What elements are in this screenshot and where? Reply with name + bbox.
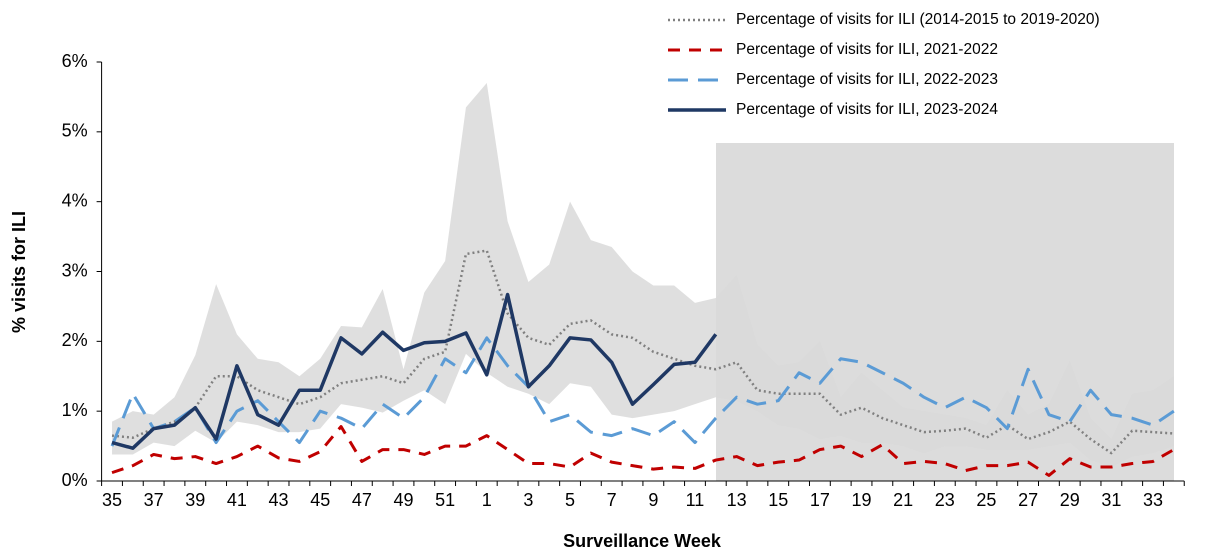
x-tick-label: 13 [727, 490, 747, 510]
x-tick-label: 41 [227, 490, 247, 510]
x-tick-label: 11 [686, 490, 705, 510]
x-axis-title: Surveillance Week [563, 531, 722, 551]
x-tick-label: 3 [523, 490, 533, 510]
x-tick-label: 31 [1101, 490, 1121, 510]
x-tick-label: 29 [1060, 490, 1080, 510]
y-tick-label: 6% [62, 51, 88, 71]
x-tick-label: 7 [607, 490, 617, 510]
legend-label: Percentage of visits for ILI, 2023-2024 [736, 101, 998, 118]
y-tick-label: 0% [62, 470, 88, 490]
x-tick-label: 25 [976, 490, 996, 510]
x-tick-label: 47 [352, 490, 372, 510]
x-tick-label: 51 [435, 490, 455, 510]
x-tick-label: 9 [648, 490, 658, 510]
x-tick-label: 39 [185, 490, 205, 510]
series-line [111, 249, 1174, 455]
x-tick-label: 21 [893, 490, 913, 510]
x-tick-label: 5 [565, 490, 575, 510]
series-line [110, 336, 1175, 447]
x-tick-label: 15 [768, 490, 788, 510]
x-tick-label: 49 [393, 490, 413, 510]
y-tick-label: 3% [62, 260, 88, 280]
y-tick-label: 5% [62, 121, 88, 141]
series-line [111, 292, 718, 450]
x-tick-label: 37 [144, 490, 164, 510]
x-tick-label: 19 [852, 490, 872, 510]
x-tick-label: 23 [935, 490, 955, 510]
x-tick-label: 1 [482, 490, 492, 510]
x-tick-label: 35 [102, 490, 122, 510]
x-tick-label: 33 [1143, 490, 1163, 510]
y-tick-label: 1% [62, 400, 88, 420]
y-tick-label: 2% [62, 330, 88, 350]
x-tick-label: 43 [269, 490, 289, 510]
x-tick-label: 27 [1018, 490, 1038, 510]
range-band [112, 82, 1174, 468]
legend-label: Percentage of visits for ILI, 2022-2023 [736, 71, 998, 88]
y-axis-title: % visits for ILI [9, 211, 29, 333]
x-tick-label: 45 [310, 490, 330, 510]
y-tick-label: 4% [62, 190, 88, 210]
x-tick-label: 17 [810, 490, 830, 510]
legend-label: Percentage of visits for ILI (2014-2015 … [736, 11, 1100, 28]
series-line [111, 425, 1175, 477]
legend-label: Percentage of visits for ILI, 2021-2022 [736, 41, 998, 58]
